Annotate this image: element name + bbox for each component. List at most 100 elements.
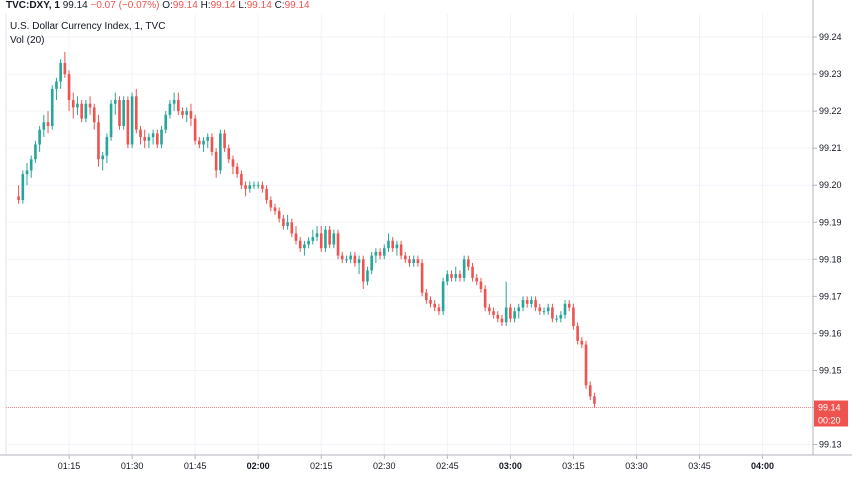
candle-body [177, 100, 180, 112]
price-tick-label: 99.19 [819, 217, 842, 227]
price-tick-label: 99.23 [819, 69, 842, 79]
candle [101, 151, 104, 171]
candle-body [244, 185, 247, 189]
candle-body [416, 259, 420, 264]
candle [290, 218, 294, 238]
candle [55, 77, 58, 101]
candle-body [294, 233, 298, 241]
ohlc-header: TVC:DXY, 1 99.14 −0.07 (−0.07%) O:99.14 … [6, 0, 310, 14]
candle [17, 185, 20, 204]
candle-body [164, 114, 168, 130]
candle [546, 303, 550, 315]
candle [63, 51, 67, 78]
candle-body [584, 344, 588, 386]
candle-body [248, 185, 252, 189]
candle [328, 225, 331, 249]
time-tick-label: 01:15 [58, 461, 81, 471]
candle-body [168, 103, 172, 115]
candle [467, 255, 470, 271]
candle-body [546, 307, 550, 312]
candle [177, 92, 180, 115]
candle [324, 225, 327, 252]
candle-body [420, 263, 424, 293]
candle [572, 303, 575, 330]
high-value: 99.14 [210, 0, 236, 11]
candle-body [576, 326, 579, 341]
candle-body [172, 100, 176, 104]
time-tick-label: 02:45 [436, 461, 459, 471]
candle [361, 255, 365, 289]
time-tick-label: 03:15 [562, 461, 585, 471]
candle [450, 270, 453, 282]
candle-body [500, 318, 504, 323]
candle [202, 137, 205, 152]
candle [441, 277, 445, 315]
candle-body [303, 244, 306, 249]
candle-body [559, 314, 563, 319]
price-tick-label: 99.22 [819, 106, 842, 116]
candle [273, 203, 277, 215]
candle-body [269, 200, 273, 208]
candle [59, 59, 62, 89]
candle-body [534, 300, 537, 308]
candle-body [109, 103, 113, 138]
candle-body [193, 118, 197, 141]
candle [551, 303, 554, 323]
candle-body [412, 259, 416, 264]
candle-body [130, 96, 134, 145]
candle-body [240, 174, 243, 186]
candle-body [530, 300, 533, 304]
chart-legend-title: U.S. Dollar Currency Index, 1, TVC [10, 21, 166, 32]
volume-legend: Vol (20) [10, 35, 45, 46]
candle [517, 303, 521, 319]
candle [580, 337, 584, 349]
candle [408, 255, 411, 267]
candle [29, 155, 33, 178]
candle [483, 285, 487, 312]
price-axis[interactable]: 99.24 99.23 99.22 99.21 99.20 99.19 99.18 99.17… [812, 0, 842, 455]
time-axis[interactable]: 01:15 01:30 01:45 02:00 02:15 02:30 02:45 03:00… [0, 454, 852, 471]
candle [366, 266, 369, 286]
candle-body [256, 185, 260, 187]
candle-body [122, 100, 125, 126]
price-tick-label: 99.16 [819, 328, 842, 338]
candle [67, 70, 71, 112]
time-tick-label: 01:30 [121, 461, 144, 471]
candle [340, 251, 344, 264]
candle [458, 270, 462, 282]
low-label: L: [238, 0, 247, 11]
price-tick-label: 99.15 [819, 365, 842, 375]
candle [500, 314, 504, 327]
candle [471, 263, 474, 282]
candle-body [147, 137, 151, 141]
candle [307, 237, 310, 249]
close-label: C: [274, 0, 285, 11]
candle [534, 296, 537, 312]
candle-body [67, 74, 71, 101]
change-label: −0.07 (−0.07%) [90, 0, 160, 11]
candle [76, 96, 79, 115]
candle [446, 270, 449, 286]
candle-body [403, 255, 407, 260]
candle-body [298, 240, 302, 249]
candle-body [92, 107, 96, 123]
price-tick-label: 99.24 [819, 32, 842, 42]
candle [42, 114, 46, 138]
candle [311, 229, 315, 245]
time-tick-label: 01:45 [184, 461, 207, 471]
candle-body [235, 166, 239, 175]
candle-body [429, 300, 432, 304]
candle-body [265, 188, 268, 201]
candle [25, 163, 29, 186]
candle-body [567, 303, 571, 308]
candle [46, 111, 50, 134]
candle [593, 392, 596, 408]
candle-body [479, 281, 483, 289]
candle-body [160, 129, 163, 145]
candle [454, 266, 458, 282]
candle [357, 255, 361, 275]
candle-body [458, 274, 462, 278]
candle [412, 255, 416, 267]
